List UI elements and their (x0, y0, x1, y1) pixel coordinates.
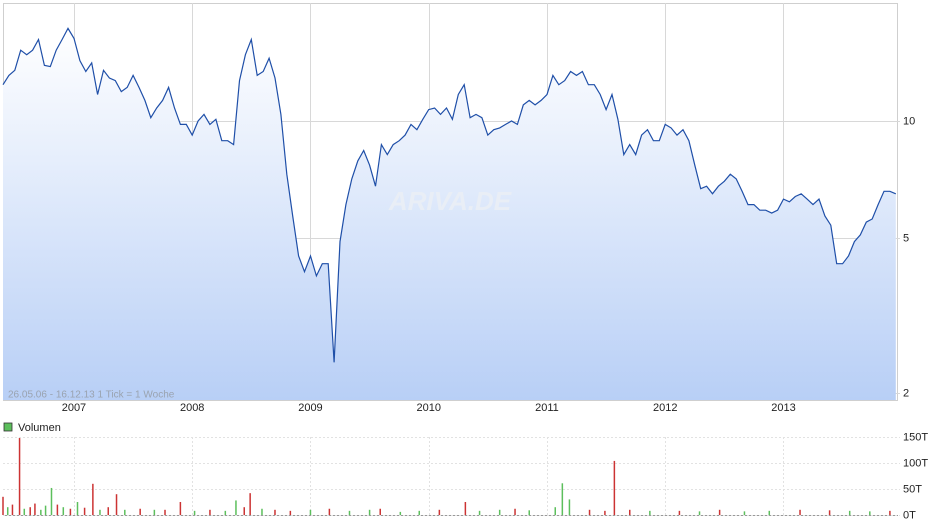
volume-bar (99, 509, 101, 515)
y-tick-label: 2 (903, 387, 909, 399)
y-tick-label: 50T (903, 483, 922, 495)
volume-bar (56, 504, 59, 515)
volume-bar (328, 508, 331, 515)
volume-bar (34, 503, 36, 515)
volume-bar (289, 510, 292, 515)
volume-bar (179, 502, 182, 515)
volume-bar (869, 511, 871, 515)
y-tick-label: 150T (903, 431, 928, 443)
volume-bar (514, 508, 516, 515)
volume-bar (399, 511, 402, 515)
footnote: 26.05.06 - 16.12.13 1 Tick = 1 Woche (8, 390, 175, 401)
y-tick-label: 10 (903, 115, 915, 127)
volume-bar (139, 508, 141, 515)
price-area (3, 28, 896, 401)
volume-bar (23, 508, 26, 515)
volume-bar (29, 507, 31, 515)
volume-bar (164, 509, 166, 515)
volume-bar (678, 510, 681, 515)
volume-bar (613, 460, 616, 515)
volume-bar (92, 483, 94, 515)
volume-bar (40, 509, 42, 515)
x-tick-label: 2009 (298, 402, 322, 414)
volume-bar (554, 507, 556, 515)
volume-bar (2, 496, 4, 515)
volume-bar (698, 511, 701, 515)
volume-bar (768, 510, 771, 515)
volume-bar (438, 509, 441, 515)
volume-panel (3, 437, 898, 516)
volume-bar (44, 505, 47, 515)
volume-bar (889, 510, 891, 515)
x-tick-label: 2008 (180, 402, 204, 414)
volume-bar (83, 507, 86, 515)
volume-bar (69, 508, 72, 515)
volume-bar (418, 510, 421, 515)
volume-bar (464, 502, 467, 515)
volume-bar (107, 507, 109, 515)
volume-bar (115, 494, 118, 515)
volume-bar (309, 509, 312, 515)
y-tick-label: 5 (903, 232, 909, 244)
volume-bar (235, 500, 237, 515)
legend-label: Volumen (18, 422, 61, 434)
volume-bar (76, 502, 79, 515)
volume-bar (124, 509, 126, 515)
volume-bar (243, 507, 245, 515)
x-tick-label: 2013 (771, 402, 795, 414)
volume-bar (568, 499, 571, 515)
price-line (2, 27, 897, 363)
volume-bar (379, 508, 381, 515)
volume-bar (249, 493, 251, 515)
volume-bar (368, 509, 371, 515)
volume-bar (628, 509, 631, 515)
volume-bar (604, 510, 606, 515)
volume-bar (528, 510, 530, 515)
volume-bar (193, 510, 196, 515)
volume-bar (743, 511, 746, 515)
volume-bar (649, 510, 651, 515)
y-tick-label: 0T (903, 509, 916, 521)
volume-bar (261, 508, 263, 515)
volume-bar (18, 438, 21, 515)
watermark: ARIVA.DE (388, 186, 512, 216)
volume-bar (274, 509, 276, 515)
volume-bar (209, 509, 211, 515)
volume-bar (348, 510, 351, 515)
volume-bar (11, 504, 14, 515)
volume-bar (478, 510, 481, 515)
x-tick-label: 2007 (62, 402, 86, 414)
x-tick-label: 2011 (535, 402, 559, 414)
legend-swatch (3, 422, 13, 432)
volume-bar (224, 510, 227, 515)
x-tick-label: 2012 (653, 402, 677, 414)
volume-bar (50, 487, 53, 515)
volume-bar (718, 509, 721, 515)
volume-bar (828, 510, 831, 515)
volume-bar (561, 483, 564, 515)
x-tick-label: 2010 (416, 402, 440, 414)
volume-bar (498, 509, 501, 515)
volume-bar (62, 507, 65, 515)
y-tick-label: 100T (903, 457, 928, 469)
volume-bar (6, 507, 9, 515)
volume-bar (153, 509, 156, 515)
volume-bar (588, 509, 591, 515)
volume-bar (848, 510, 851, 515)
volume-bar (799, 509, 801, 515)
